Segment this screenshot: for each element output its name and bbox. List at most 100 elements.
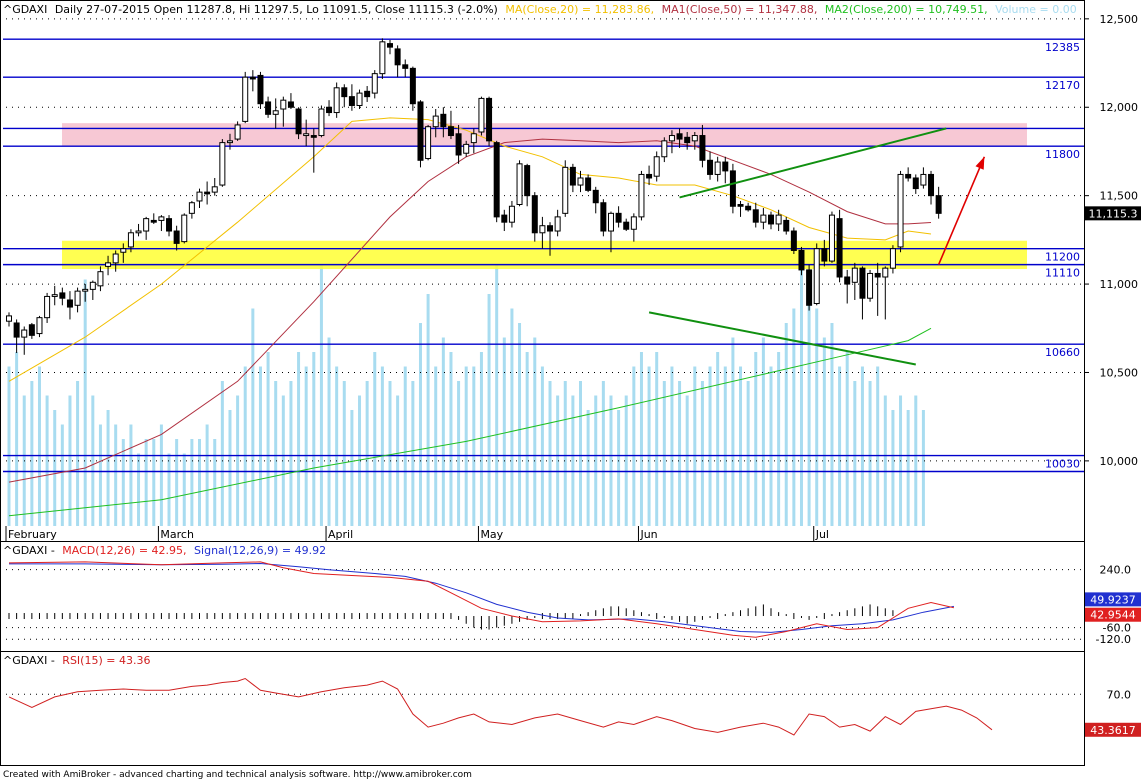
volume-bar: [883, 395, 887, 526]
candle-down: [745, 205, 752, 211]
header-ma20: MA(Close,20) = 11,283.86,: [505, 3, 654, 16]
candle-down: [585, 177, 592, 191]
candle-up: [920, 173, 927, 186]
ma200-line: [8, 327, 932, 517]
level-label: 11200: [1045, 251, 1080, 264]
volume-bar: [868, 381, 872, 526]
candle-up: [21, 329, 28, 338]
candle-down: [592, 189, 599, 204]
month-label: May: [480, 528, 503, 541]
volume-bar: [647, 366, 651, 526]
macd-header-value: MACD(12,26) = 42.95,: [62, 544, 186, 557]
candle-up: [691, 135, 698, 142]
candle-up: [813, 248, 820, 305]
volume-bar: [525, 352, 529, 526]
candle-up: [470, 133, 477, 144]
volume-bar: [533, 337, 537, 526]
volume-bar: [258, 366, 262, 526]
month-label: February: [8, 528, 57, 541]
volume-bar: [198, 439, 201, 526]
price-gridlines: [0, 18, 1084, 462]
candle-down: [836, 218, 843, 278]
candle-up: [379, 41, 386, 75]
volume-bar: [190, 439, 194, 526]
candle-up: [127, 232, 134, 248]
candle-down: [874, 272, 881, 278]
candle-up: [539, 225, 546, 234]
macd-value-tag: [1085, 607, 1141, 622]
volume-bar: [251, 308, 255, 526]
macd-value-label: 49.9237: [1090, 593, 1136, 606]
volume-bar: [243, 366, 247, 526]
candle-down: [729, 170, 736, 207]
volume-bar: [769, 366, 773, 526]
volume-bar: [7, 366, 11, 526]
volume-bar: [297, 352, 301, 526]
volume-bar: [853, 381, 857, 526]
candle-up: [508, 205, 515, 223]
volume-bar: [266, 352, 270, 526]
arrow-head: [975, 156, 985, 170]
candle-down: [821, 248, 828, 262]
volume-bar: [457, 381, 461, 526]
candle-down: [455, 133, 462, 156]
volume-bar: [548, 381, 552, 526]
volume-bar: [777, 352, 781, 526]
candle-up: [463, 143, 470, 154]
volume-bar: [159, 424, 163, 526]
candle-up: [196, 191, 203, 202]
volume-bar: [441, 337, 445, 526]
volume-bar: [182, 453, 186, 526]
candle-down: [326, 106, 333, 114]
chart-header: ^GDAXI Daily 27-07-2015 Open 11287.8, Hi…: [3, 3, 1077, 16]
volume-bar: [624, 395, 628, 526]
volume-bar: [365, 381, 369, 526]
volume-bar: [228, 410, 232, 526]
volume-bar: [876, 366, 880, 526]
candle-down: [341, 87, 348, 98]
candle-up: [97, 271, 104, 287]
volume-bar: [784, 323, 788, 526]
volume-bar: [845, 352, 849, 526]
volume-bar: [563, 381, 567, 526]
candle-down: [440, 113, 447, 128]
level-label: 12170: [1045, 79, 1080, 92]
y-tick-label: 12,000: [1100, 101, 1139, 114]
candle-up: [51, 294, 58, 297]
candle-up: [74, 290, 81, 306]
volume-bar: [205, 424, 209, 526]
candle-up: [318, 108, 325, 137]
volume-bar: [236, 395, 240, 526]
volume-bar: [449, 352, 453, 526]
candle-up: [135, 230, 142, 234]
rsi-header-value: RSI(15) = 43.36: [62, 654, 150, 667]
volume-bar: [121, 439, 125, 526]
volume-bar: [723, 366, 727, 526]
volume-bar: [830, 323, 834, 526]
volume-bar: [472, 366, 476, 526]
volume-bar: [98, 424, 102, 526]
candle-up: [242, 76, 249, 122]
arrow-shaft: [937, 156, 986, 265]
header-ma50: MA1(Close,50) = 11,347.88,: [662, 3, 818, 16]
candle-down: [790, 230, 797, 251]
candle-down: [59, 292, 66, 299]
candle-up: [158, 216, 165, 221]
volume-bar: [53, 410, 57, 526]
candle-down: [737, 203, 744, 207]
volume-bar: [167, 453, 171, 526]
candle-up: [775, 214, 782, 225]
candle-up: [82, 288, 89, 292]
candle-down: [935, 195, 942, 214]
volume-bar: [678, 381, 682, 526]
candle-up: [6, 315, 12, 322]
volume-bar: [906, 410, 910, 526]
volume-bar: [739, 366, 743, 526]
candle-up: [44, 295, 51, 319]
volume-bar: [30, 381, 34, 526]
y-tick-label: 11,000: [1100, 278, 1139, 291]
volume-bar: [601, 381, 605, 526]
candle-down: [722, 161, 729, 172]
volume-bar: [220, 381, 224, 526]
